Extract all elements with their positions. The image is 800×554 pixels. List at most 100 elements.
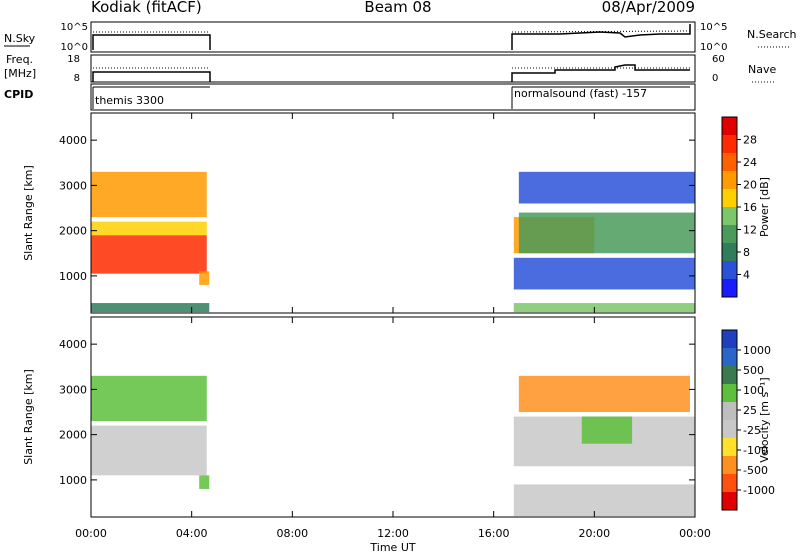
cpid-panel: CPID themis 3300 normalsound (fast) -157 [4, 83, 696, 111]
power-block-7 [518, 171, 695, 204]
power-colorbar-swatch-1 [722, 135, 737, 154]
nave-label: Nave [748, 63, 776, 76]
velocity-block-2 [199, 475, 210, 489]
nave-tick-bottom: 0 [712, 73, 718, 84]
velocity-ylabel: Slant Range [km] [22, 369, 35, 465]
velocity-colorbar-tick-4: -25 [743, 424, 761, 437]
velocity-ytick-1: 2000 [59, 429, 87, 442]
velocity-colorbar-swatch-9 [722, 492, 737, 511]
velocity-colorbar-swatch-6 [722, 438, 737, 457]
cpid-segment-1: themis 3300 [95, 94, 164, 107]
velocity-colorbar-tick-5: -100 [743, 444, 768, 457]
velocity-colorbar-swatch-0 [722, 330, 737, 349]
power-data [91, 171, 695, 313]
velocity-block-1 [91, 375, 207, 422]
power-colorbar-tick-4: 20 [743, 179, 757, 192]
velocity-block-6 [513, 484, 695, 517]
velocity-colorbar-tick-3: 25 [743, 404, 757, 417]
station-title: Kodiak (fitACF) [91, 0, 202, 16]
time-xtick-1: 04:00 [176, 527, 208, 540]
time-xtick-5: 20:00 [578, 527, 610, 540]
velocity-ytick-3: 4000 [59, 338, 87, 351]
power-colorbar-swatch-9 [722, 279, 737, 298]
velocity-colorbar-swatch-2 [722, 366, 737, 385]
power-ytick-0: 1000 [59, 270, 87, 283]
nsky-label: N.Sky [4, 32, 36, 45]
velocity-colorbar-swatch-7 [722, 456, 737, 475]
freq-tick-top: 18 [67, 54, 80, 65]
power-block-3 [199, 271, 210, 285]
velocity-colorbar-tick-7: -1000 [743, 484, 775, 497]
freq-trace-right [511, 64, 690, 82]
power-block-0 [91, 235, 207, 274]
velocity-ytick-2: 3000 [59, 383, 87, 396]
nsearch-tick-top: 10^5 [700, 22, 727, 33]
nave-tick-top: 60 [712, 54, 725, 65]
freq-panel: 18 8 Freq. [MHz] 60 0 Nave [4, 53, 776, 84]
power-colorbar-tick-2: 12 [743, 224, 757, 237]
velocity-colorbar-swatch-8 [722, 474, 737, 493]
velocity-colorbar-tick-2: 100 [743, 384, 764, 397]
power-ytick-2: 3000 [59, 179, 87, 192]
power-colorbar-swatch-4 [722, 189, 737, 208]
beam-title: Beam 08 [364, 0, 431, 16]
power-block-8 [513, 257, 695, 290]
velocity-block-0 [91, 425, 207, 476]
nsky-tick-bottom: 10^0 [61, 42, 88, 53]
freq-label: Freq. [6, 53, 33, 66]
nsky-panel: 10^5 10^0 N.Sky 10^5 10^0 N.Search [4, 21, 797, 53]
freq-trace-left [92, 71, 211, 82]
velocity-ytick-0: 1000 [59, 474, 87, 487]
nsearch-tick-bottom: 10^0 [700, 42, 727, 53]
power-colorbar-swatch-8 [722, 261, 737, 280]
velocity-colorbar-tick-1: 500 [743, 364, 764, 377]
velocity-colorbar-swatch-4 [722, 402, 737, 421]
power-block-6 [518, 212, 695, 254]
velocity-y-axis: 1000 2000 3000 4000 [59, 338, 695, 487]
power-ytick-3: 4000 [59, 134, 87, 147]
velocity-data [91, 375, 695, 517]
power-colorbar-swatch-2 [722, 153, 737, 172]
freq-tick-bottom: 8 [74, 73, 80, 84]
date-title: 08/Apr/2009 [602, 0, 695, 16]
power-colorbar-swatch-0 [722, 117, 737, 136]
freq-unit: [MHz] [4, 67, 36, 80]
power-colorbar-tick-6: 28 [743, 134, 757, 147]
power-colorbar-tick-0: 4 [743, 269, 750, 282]
velocity-colorbar-swatch-3 [722, 384, 737, 403]
power-y-axis: 1000 2000 3000 4000 [59, 134, 695, 283]
velocity-colorbar-tick-6: -500 [743, 464, 768, 477]
power-colorbar-tick-1: 8 [743, 246, 750, 259]
power-ylabel: Slant Range [km] [22, 165, 35, 261]
nsearch-label: N.Search [747, 28, 797, 41]
power-colorbar-swatch-5 [722, 207, 737, 226]
power-colorbar-tick-5: 24 [743, 156, 757, 169]
power-block-1 [91, 221, 207, 236]
power-colorbar: 4 8 12 16 20 24 28 Power [dB] [721, 116, 771, 298]
power-block-9 [513, 303, 695, 313]
power-block-4 [91, 303, 210, 313]
nsky-trace-right [511, 24, 691, 50]
time-xtick-0: 00:00 [75, 527, 107, 540]
time-xtick-4: 16:00 [478, 527, 510, 540]
cpid-segment-2: normalsound (fast) -157 [514, 87, 647, 100]
power-colorbar-swatch-3 [722, 171, 737, 190]
time-xtick-6: 00:00 [679, 527, 711, 540]
nsky-tick-top: 10^5 [61, 22, 88, 33]
power-ytick-1: 2000 [59, 225, 87, 238]
power-block-2 [91, 171, 207, 218]
velocity-panel: 1000 2000 3000 4000 Slant Range [km] 00:00 0… [22, 113, 711, 554]
power-colorbar-label: Power [dB] [758, 177, 771, 237]
nsky-trace-left [92, 34, 211, 50]
velocity-colorbar: 1000 500 100 25 -25 -100 -500 -1000 Velocity [m… [721, 329, 775, 511]
cpid-label: CPID [4, 88, 33, 101]
power-colorbar-swatch-6 [722, 225, 737, 244]
velocity-block-4 [518, 375, 690, 413]
time-x-axis: 00:00 04:00 08:00 12:00 16:00 20:00 00:00 [75, 113, 711, 540]
velocity-colorbar-label: Velocity [m s⁻¹] [758, 377, 771, 462]
velocity-block-5 [581, 416, 633, 444]
time-xlabel: Time UT [369, 541, 415, 554]
velocity-colorbar-tick-0: 1000 [743, 344, 771, 357]
time-xtick-3: 12:00 [377, 527, 409, 540]
